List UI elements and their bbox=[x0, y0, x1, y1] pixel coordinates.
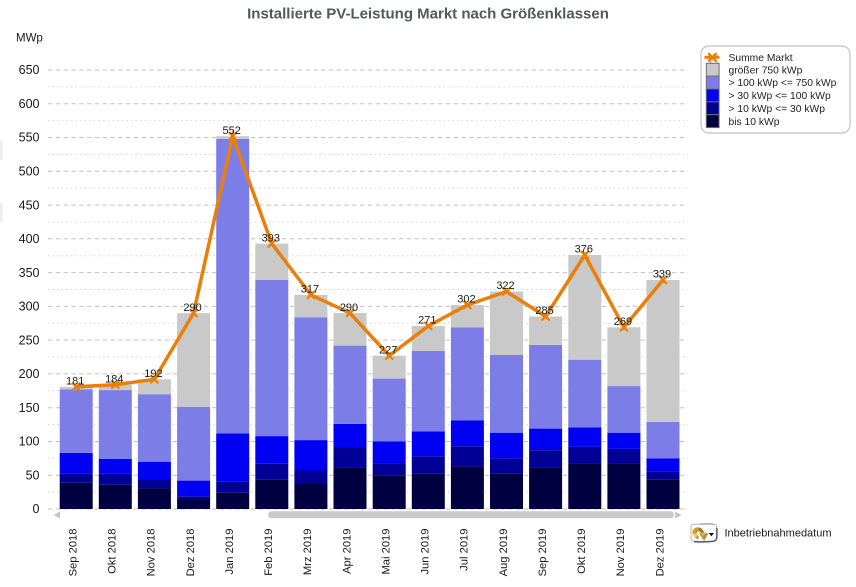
svg-text:Jul 2019: Jul 2019 bbox=[459, 529, 471, 571]
svg-text:290: 290 bbox=[183, 302, 201, 314]
svg-text:192: 192 bbox=[144, 368, 162, 380]
svg-text:Jun 2019: Jun 2019 bbox=[420, 529, 432, 575]
svg-text:Apr 2019: Apr 2019 bbox=[341, 529, 353, 574]
svg-text:317: 317 bbox=[301, 284, 319, 296]
svg-text:376: 376 bbox=[575, 244, 593, 256]
svg-text:Installierte PV-Leistung Markt: Installierte PV-Leistung Markt nach Größ… bbox=[247, 6, 609, 23]
svg-text:Jan 2019: Jan 2019 bbox=[224, 529, 236, 575]
svg-text:Mai 2019: Mai 2019 bbox=[381, 529, 393, 575]
svg-text:500: 500 bbox=[19, 165, 40, 179]
svg-text:Sep 2019: Sep 2019 bbox=[537, 529, 549, 577]
svg-text:Okt 2018: Okt 2018 bbox=[107, 529, 119, 574]
svg-text:350: 350 bbox=[19, 266, 40, 280]
svg-text:bis 10 kWp: bis 10 kWp bbox=[729, 117, 780, 128]
svg-text:250: 250 bbox=[19, 333, 40, 347]
svg-text:650: 650 bbox=[19, 63, 40, 77]
svg-text:393: 393 bbox=[262, 232, 280, 244]
svg-text:550: 550 bbox=[19, 131, 40, 145]
svg-text:> 100 kWp <= 750 kWp: > 100 kWp <= 750 kWp bbox=[729, 78, 837, 89]
svg-text:322: 322 bbox=[496, 280, 514, 292]
svg-text:Mrz 2019: Mrz 2019 bbox=[302, 529, 314, 576]
svg-text:größer 750 kWp: größer 750 kWp bbox=[729, 65, 803, 76]
svg-text:227: 227 bbox=[379, 344, 397, 356]
svg-text:Nov 2018: Nov 2018 bbox=[146, 529, 158, 577]
svg-text:Dez 2019: Dez 2019 bbox=[654, 529, 666, 577]
svg-text:400: 400 bbox=[19, 232, 40, 246]
svg-text:184: 184 bbox=[105, 373, 123, 385]
svg-text:Feb 2019: Feb 2019 bbox=[263, 529, 275, 576]
svg-text:Inbetriebnahmedatum: Inbetriebnahmedatum bbox=[725, 528, 832, 540]
svg-text:339: 339 bbox=[653, 269, 671, 281]
svg-text:Summe Markt: Summe Markt bbox=[729, 53, 793, 64]
svg-text:200: 200 bbox=[19, 367, 40, 381]
svg-text:600: 600 bbox=[19, 97, 40, 111]
svg-text:> 10 kWp <= 30 kWp: > 10 kWp <= 30 kWp bbox=[729, 104, 826, 115]
svg-text:181: 181 bbox=[66, 376, 84, 388]
svg-text:Sep 2018: Sep 2018 bbox=[68, 529, 80, 577]
svg-text:271: 271 bbox=[418, 315, 436, 327]
svg-text:Nov 2019: Nov 2019 bbox=[615, 529, 627, 577]
svg-text:285: 285 bbox=[535, 305, 553, 317]
svg-text:302: 302 bbox=[457, 294, 475, 306]
svg-text:> 30 kWp <= 100 kWp: > 30 kWp <= 100 kWp bbox=[729, 91, 831, 102]
svg-text:552: 552 bbox=[223, 125, 241, 137]
svg-text:Dez 2018: Dez 2018 bbox=[185, 529, 197, 577]
svg-text:300: 300 bbox=[19, 300, 40, 314]
svg-text:50: 50 bbox=[26, 468, 40, 482]
svg-text:269: 269 bbox=[614, 316, 632, 328]
svg-text:0: 0 bbox=[33, 502, 40, 516]
svg-text:MWp: MWp bbox=[16, 33, 43, 45]
svg-text:100: 100 bbox=[19, 435, 40, 449]
svg-text:Okt 2019: Okt 2019 bbox=[576, 529, 588, 574]
svg-text:150: 150 bbox=[19, 401, 40, 415]
svg-text:290: 290 bbox=[340, 302, 358, 314]
svg-text:Aug 2019: Aug 2019 bbox=[498, 529, 510, 577]
svg-text:450: 450 bbox=[19, 198, 40, 212]
